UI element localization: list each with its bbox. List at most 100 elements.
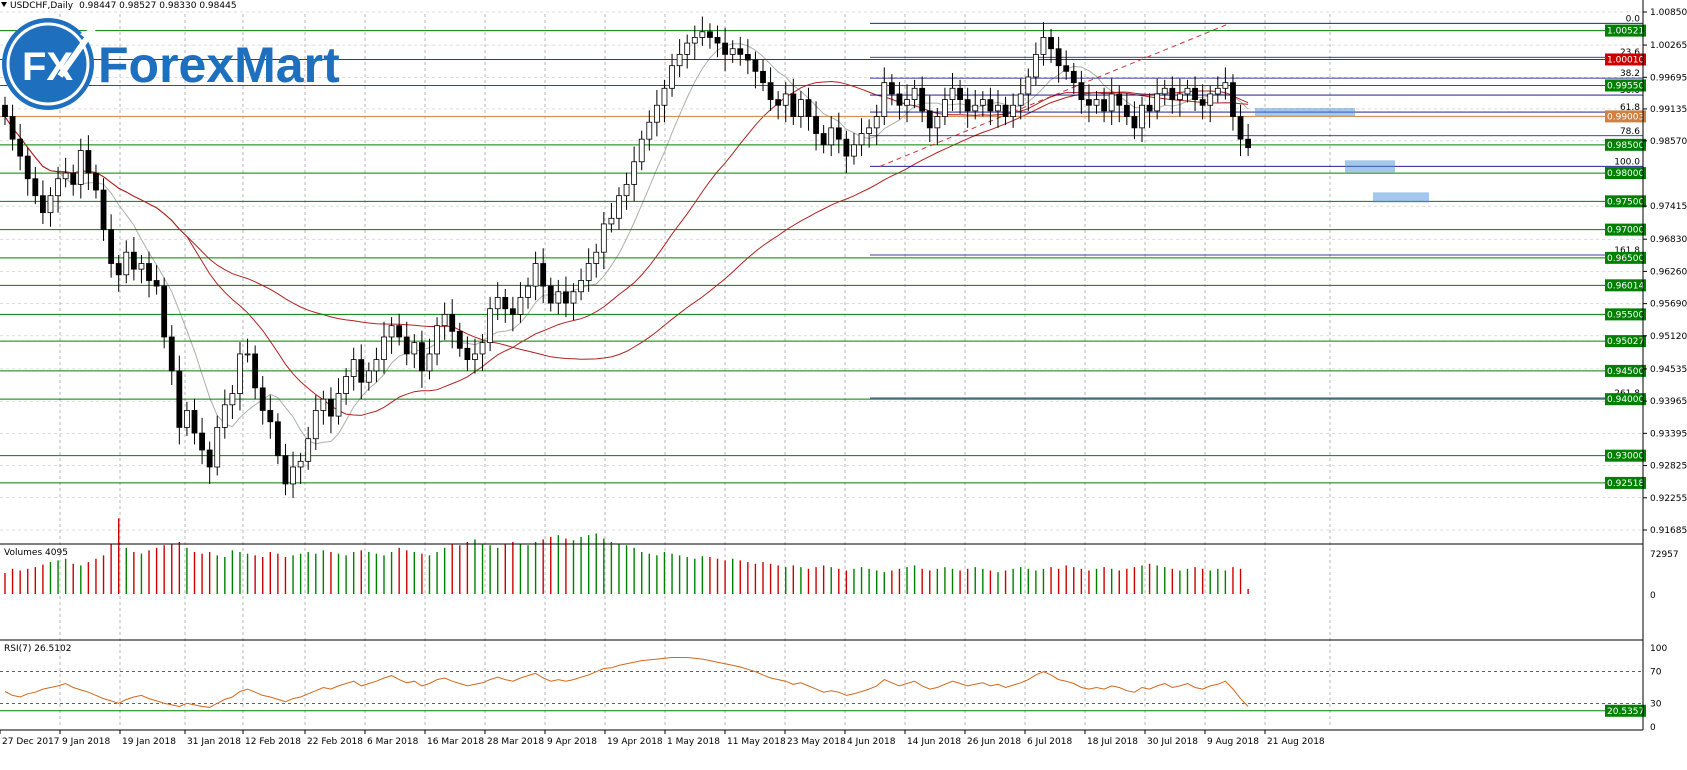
candle-body (494, 297, 501, 310)
level-tag-label: 1.00010 (1607, 55, 1644, 65)
candle-body (851, 144, 857, 157)
candle-body (805, 99, 812, 117)
candle-body (775, 99, 782, 106)
candle-body (828, 127, 835, 146)
candle-body (472, 353, 478, 360)
level-tag (1605, 476, 1646, 489)
candle-body (623, 183, 630, 197)
candle-body (1161, 87, 1168, 95)
candle-body (1199, 99, 1206, 106)
level-tag (1605, 449, 1646, 462)
price-tick-label: 0.92255 (1650, 494, 1687, 504)
candle-body (737, 48, 744, 55)
fib-label: 161.8 (1614, 246, 1640, 256)
candle-body (616, 195, 622, 219)
candle-body (858, 133, 865, 146)
candle-body (237, 353, 243, 394)
highlight-zone (1255, 108, 1355, 117)
rsi-current-label: 20.5357 (1607, 707, 1644, 717)
candle-body (1169, 87, 1176, 101)
date-label: 23 May 2018 (787, 737, 846, 747)
fib-trendline (879, 22, 1231, 167)
logo-brand: ForexMart (98, 37, 340, 93)
candle-body (699, 31, 706, 38)
highlight-zone (1373, 192, 1429, 203)
candle-body (115, 263, 122, 276)
candle-body (1017, 93, 1024, 106)
candle-body (85, 150, 92, 174)
candle-body (373, 359, 380, 372)
candle-body (282, 455, 289, 485)
candle-body (1123, 104, 1130, 117)
candle-body (184, 410, 190, 428)
candle-body (1032, 53, 1039, 78)
candle-body (926, 110, 933, 129)
candle-body (843, 138, 850, 157)
candle-body (138, 263, 145, 270)
candle-body (1131, 116, 1138, 129)
candle-body (570, 291, 577, 304)
candle-body (17, 138, 24, 157)
candle-body (676, 53, 683, 67)
candle-body (555, 291, 562, 304)
candle-body (1070, 70, 1077, 84)
candle-body (866, 127, 873, 134)
candle-body (1010, 104, 1017, 117)
level-tag (1605, 223, 1646, 236)
candle-body (638, 138, 645, 163)
candle-body (221, 404, 228, 428)
candle-body (100, 189, 107, 230)
price-tick-label: 1.00850 (1650, 8, 1687, 18)
candle-body (1237, 116, 1244, 140)
date-label: 19 Apr 2018 (607, 737, 663, 747)
candle-body (1025, 76, 1032, 95)
candle-body (1040, 37, 1047, 55)
candle-body (161, 285, 168, 338)
candle-body (297, 460, 304, 468)
candle-body (1002, 104, 1009, 117)
candle-body (1055, 48, 1062, 67)
price-tick-label: 0.99135 (1650, 105, 1687, 115)
level-tag (1605, 364, 1646, 377)
candle-body (403, 336, 410, 355)
candle-body (77, 150, 84, 185)
candle-body (24, 155, 31, 180)
price-tick-label: 0.94535 (1650, 365, 1687, 375)
candle-body (509, 308, 516, 315)
candle-body (1063, 65, 1070, 72)
candle-body (669, 65, 675, 89)
price-axis: 1.00521 1.00010 0.99550 0.99003 0.98500 0.980… (1605, 8, 1687, 536)
date-label: 6 Mar 2018 (367, 737, 419, 747)
date-label: 11 May 2018 (727, 737, 786, 747)
date-label: 30 Jul 2018 (1147, 737, 1198, 747)
fib-label: 38.2 (1620, 69, 1640, 79)
candle-body (479, 342, 486, 355)
date-label: 18 Jul 2018 (1087, 737, 1138, 747)
candle-body (312, 410, 319, 440)
candle-body (1139, 104, 1145, 129)
candle-body (328, 398, 334, 417)
candle-body (1086, 99, 1092, 106)
date-label: 12 Feb 2018 (245, 737, 301, 747)
candle-body (949, 87, 956, 101)
date-label: 1 May 2018 (667, 737, 720, 747)
candle-body (411, 342, 418, 355)
candle-body (108, 229, 115, 264)
candle-body (244, 353, 251, 356)
candle-body (911, 87, 918, 101)
level-tag-label: 0.99550 (1607, 81, 1644, 91)
level-tag-label: 0.97000 (1607, 226, 1644, 236)
candle-body (517, 297, 524, 315)
moving-averages (4, 43, 1249, 445)
candles (2, 16, 1252, 499)
candle-body (600, 223, 607, 253)
price-tick-label: 0.91685 (1650, 526, 1687, 536)
level-tag (1605, 308, 1646, 321)
date-label: 21 Aug 2018 (1267, 737, 1325, 747)
level-tag-label: 0.95500 (1607, 310, 1644, 320)
volumes-label: Volumes 4095 (4, 548, 68, 558)
collapse-arrow-icon[interactable] (1, 2, 7, 7)
price-tick-label: 0.95690 (1650, 300, 1687, 310)
level-tag-label: 0.92518 (1607, 479, 1644, 489)
candle-body (1116, 93, 1123, 106)
